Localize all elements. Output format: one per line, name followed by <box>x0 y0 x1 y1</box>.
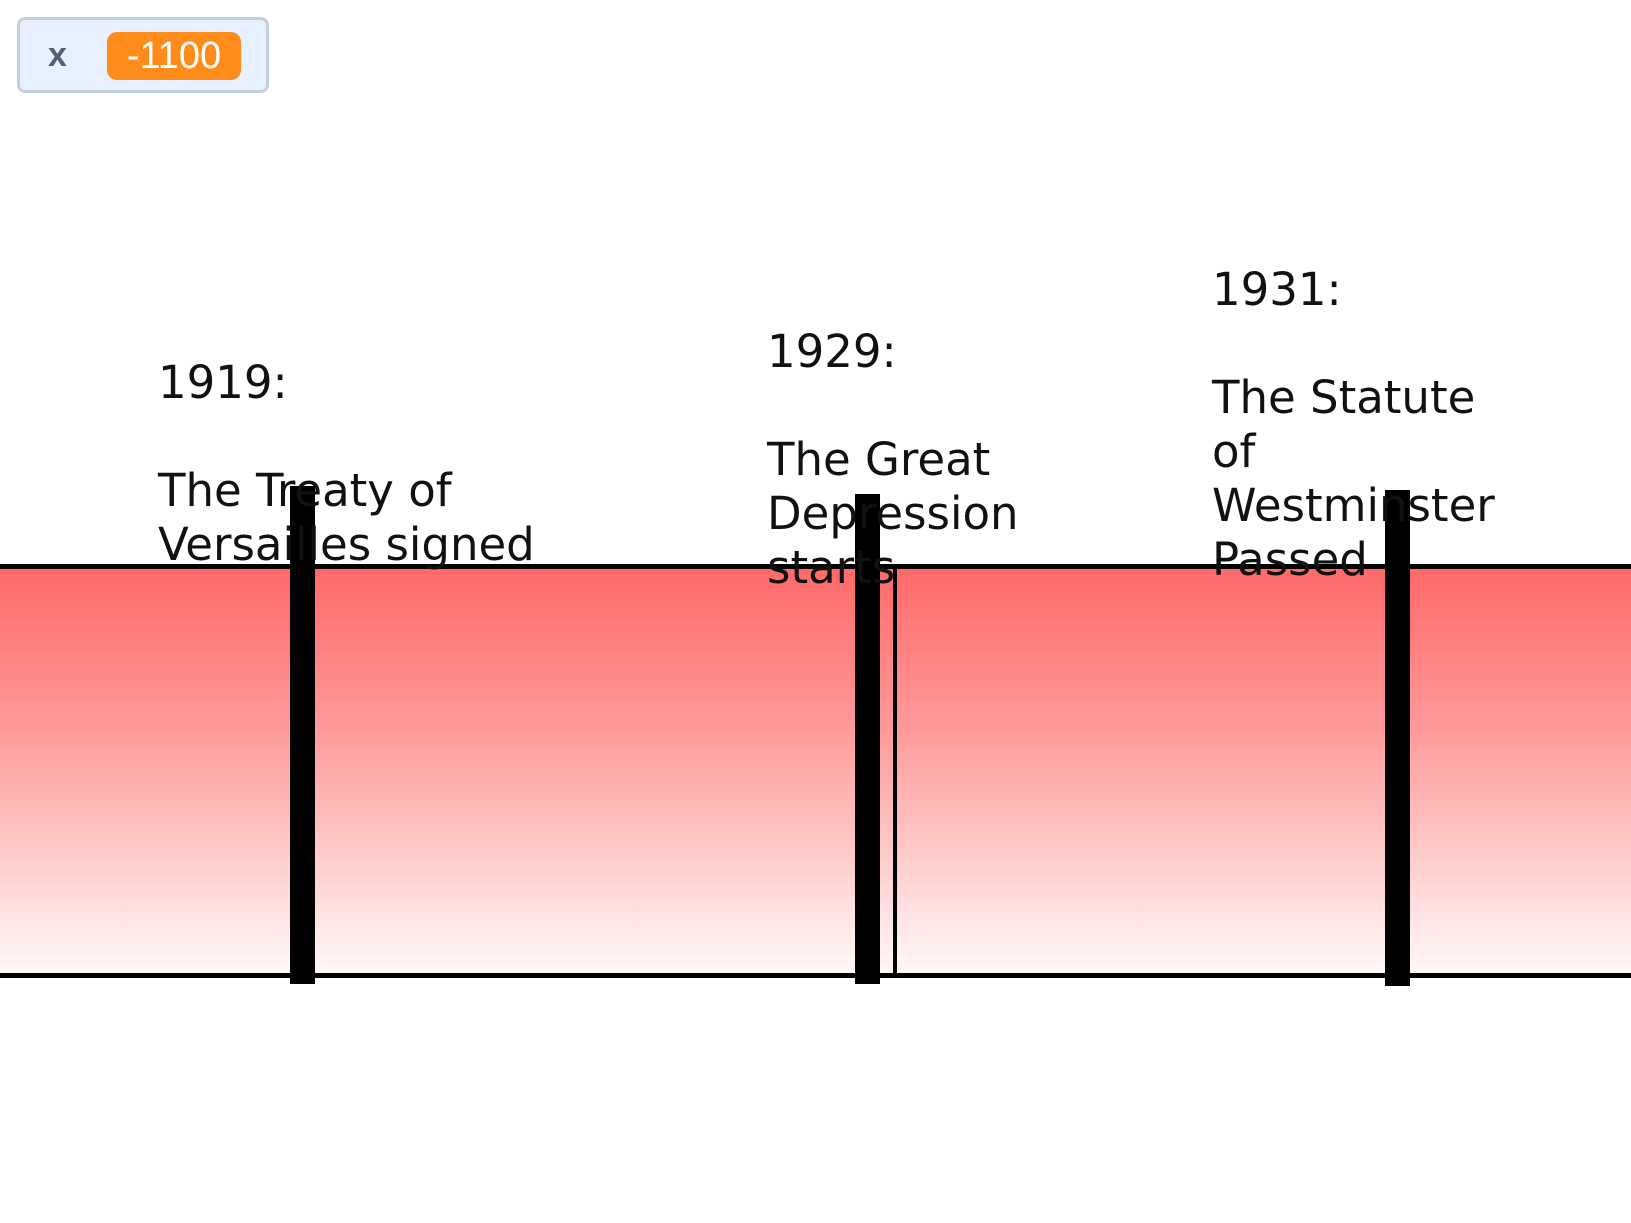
event-year: 1919: <box>158 356 288 409</box>
timeline-event-1919: 1919: The Treaty of Versailles signed <box>158 302 578 626</box>
event-title: The Great Depression starts <box>767 433 1019 594</box>
variable-monitor-value: -1100 <box>107 32 241 80</box>
timeline-event-1929: 1929: The Great Depression starts <box>767 271 1067 649</box>
timeline-band <box>0 564 1631 978</box>
variable-monitor-label: x <box>48 36 67 74</box>
timeline-band-divider <box>893 564 897 978</box>
event-year: 1931: <box>1212 263 1342 316</box>
timeline-marker-1919 <box>290 486 315 984</box>
timeline-marker-1931 <box>1385 490 1410 986</box>
event-title: The Treaty of Versailles signed <box>158 464 535 571</box>
timeline-event-1931: 1931: The Statute of Westminster Passed <box>1212 209 1542 641</box>
event-year: 1929: <box>767 325 897 378</box>
variable-monitor-x[interactable]: x -1100 <box>17 17 269 93</box>
timeline-marker-1929 <box>855 494 880 984</box>
event-title: The Statute of Westminster Passed <box>1212 371 1495 586</box>
